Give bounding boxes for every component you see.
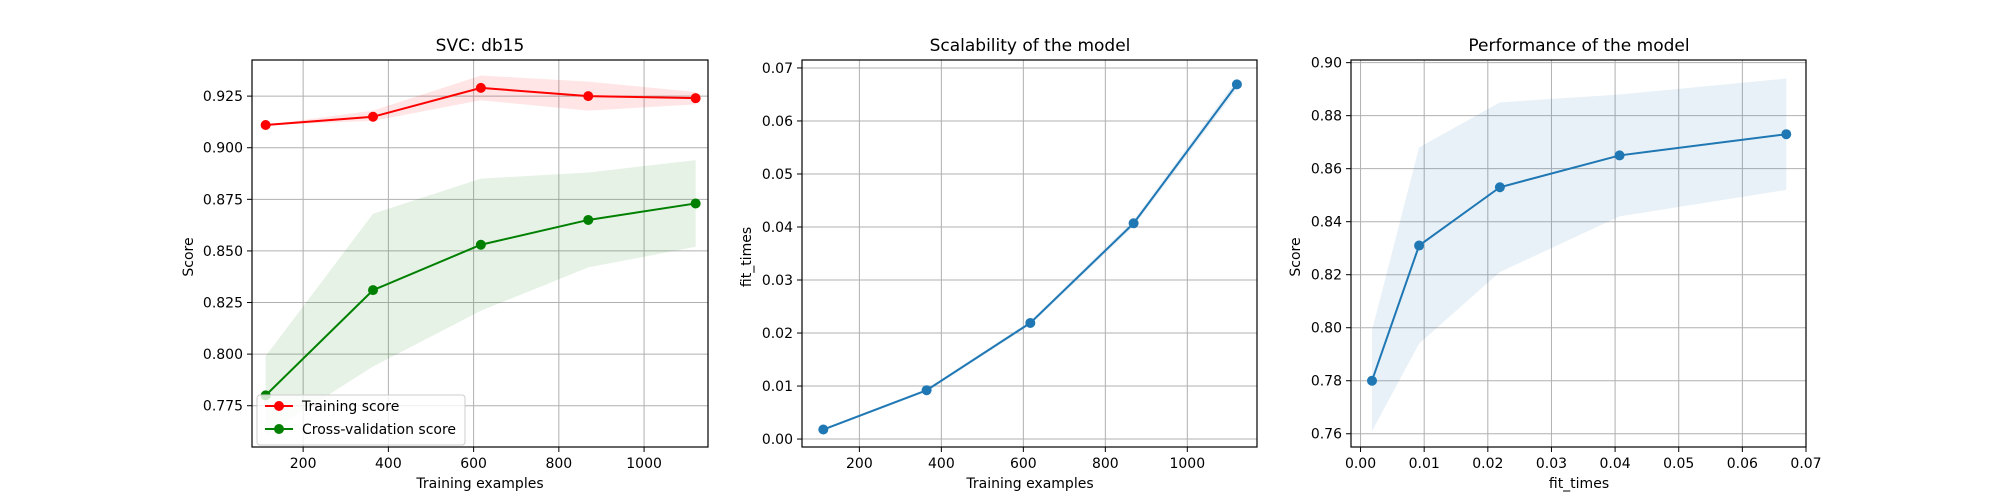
series-0-point xyxy=(260,120,271,131)
y-tick-label: 0.775 xyxy=(203,399,243,415)
y-tick-label: 0.78 xyxy=(1311,374,1342,390)
x-tick-label: 0.04 xyxy=(1600,456,1631,472)
x-tick-label: 200 xyxy=(290,456,317,472)
x-tick-label: 800 xyxy=(1092,456,1119,472)
y-tick-label: 0.925 xyxy=(203,89,243,105)
series-0-line xyxy=(822,83,1238,431)
axes-frame xyxy=(251,59,709,448)
y-tick-label: 0.90 xyxy=(1311,56,1342,72)
x-tick-label: 0.05 xyxy=(1663,456,1694,472)
panel-3-plot-area: 0.00 0.01 0.02 0.03 0.04 0.05 0.06 0.07 0.76 0.78… xyxy=(1311,56,1822,472)
legend-marker-cv xyxy=(274,424,284,434)
y-tick-label: 0.04 xyxy=(762,220,793,236)
panel-3-xlabel: fit_times xyxy=(1549,476,1609,492)
panel-2-ylabel: fit_times xyxy=(739,227,755,287)
series-0-point xyxy=(1414,240,1425,251)
legend-label-training: Training score xyxy=(301,399,399,415)
series-0-point xyxy=(818,424,829,435)
series-1-point xyxy=(583,214,594,225)
series-1-point xyxy=(475,239,486,250)
series-1-point xyxy=(690,198,701,209)
y-tick-label: 0.800 xyxy=(203,347,243,363)
panel-1-ylabel: Score xyxy=(181,237,197,276)
legend-marker-training xyxy=(274,401,284,411)
legend-label-cv: Cross-validation score xyxy=(302,422,456,438)
y-tick-label: 0.00 xyxy=(762,432,793,448)
y-tick-label: 0.875 xyxy=(203,192,243,208)
y-tick-label: 0.05 xyxy=(762,167,793,183)
panel-3-ylabel: Score xyxy=(1288,237,1304,276)
x-tick-label: 1000 xyxy=(1169,456,1205,472)
series-0-confidence-band xyxy=(823,79,1237,431)
series-0-point xyxy=(475,82,486,93)
y-tick-label: 0.03 xyxy=(762,273,793,289)
series-0-point xyxy=(690,93,701,104)
x-tick-label: 1000 xyxy=(626,456,662,472)
panel-1-learning-curve: SVC: db15 Training examples Score 200 400… xyxy=(181,36,709,492)
panel-3-title: Performance of the model xyxy=(1468,36,1689,56)
y-tick-label: 0.88 xyxy=(1311,109,1342,125)
panel-3-performance: Performance of the model fit_times Score… xyxy=(1288,36,1822,492)
series-1-confidence-band xyxy=(265,160,696,435)
panel-2-plot-area: 200 400 600 800 1000 0.00 0.01 0.02 0.03 0.04 0.05… xyxy=(762,59,1258,472)
series-0-point xyxy=(1781,129,1792,140)
x-tick-label: 800 xyxy=(545,456,572,472)
axes-frame xyxy=(1350,59,1807,448)
panel-1-xlabel: Training examples xyxy=(415,476,543,492)
axes-frame xyxy=(801,59,1258,448)
y-tick-label: 0.07 xyxy=(762,61,793,77)
legend-box xyxy=(256,394,466,446)
y-tick-label: 0.86 xyxy=(1311,162,1342,178)
series-1-point xyxy=(368,285,379,296)
y-tick-label: 0.06 xyxy=(762,114,793,130)
series-0-point xyxy=(921,385,932,396)
x-tick-label: 0.00 xyxy=(1345,456,1376,472)
x-tick-label: 0.06 xyxy=(1727,456,1758,472)
x-tick-label: 600 xyxy=(460,456,487,472)
panel-2-title: Scalability of the model xyxy=(930,36,1131,56)
y-tick-label: 0.900 xyxy=(203,141,243,157)
panel-2-xlabel: Training examples xyxy=(965,476,1093,492)
y-tick-label: 0.01 xyxy=(762,379,793,395)
x-tick-label: 200 xyxy=(846,456,873,472)
y-tick-label: 0.825 xyxy=(203,296,243,312)
x-tick-label: 0.07 xyxy=(1790,456,1821,472)
series-0-point xyxy=(1367,375,1377,386)
panel-2-scalability: Scalability of the model Training exampl… xyxy=(739,36,1258,492)
series-0-point xyxy=(1025,317,1036,328)
series-0-confidence-band xyxy=(1372,78,1787,432)
y-tick-label: 0.84 xyxy=(1311,215,1342,231)
x-tick-label: 600 xyxy=(1010,456,1037,472)
series-0-point xyxy=(1231,79,1242,90)
series-0-point xyxy=(583,91,594,102)
y-tick-label: 0.850 xyxy=(203,244,243,260)
x-tick-label: 400 xyxy=(928,456,955,472)
series-0-point xyxy=(1128,218,1139,229)
panel-1-title: SVC: db15 xyxy=(436,36,525,56)
series-0-point xyxy=(368,111,379,122)
y-tick-label: 0.02 xyxy=(762,326,793,342)
y-tick-label: 0.76 xyxy=(1311,427,1342,443)
x-tick-label: 400 xyxy=(375,456,402,472)
panel-1-plot-area: 200 400 600 800 1000 0.775 0.800 0.825 0.850 0.87… xyxy=(203,59,709,472)
panel-1-legend: Training score Cross-validation score xyxy=(256,394,466,446)
x-tick-label: 0.03 xyxy=(1536,456,1567,472)
x-tick-label: 0.02 xyxy=(1472,456,1503,472)
y-tick-label: 0.82 xyxy=(1311,268,1342,284)
x-tick-label: 0.01 xyxy=(1409,456,1440,472)
series-0-point xyxy=(1494,182,1505,193)
y-tick-label: 0.80 xyxy=(1311,321,1342,337)
series-0-point xyxy=(1614,150,1625,161)
